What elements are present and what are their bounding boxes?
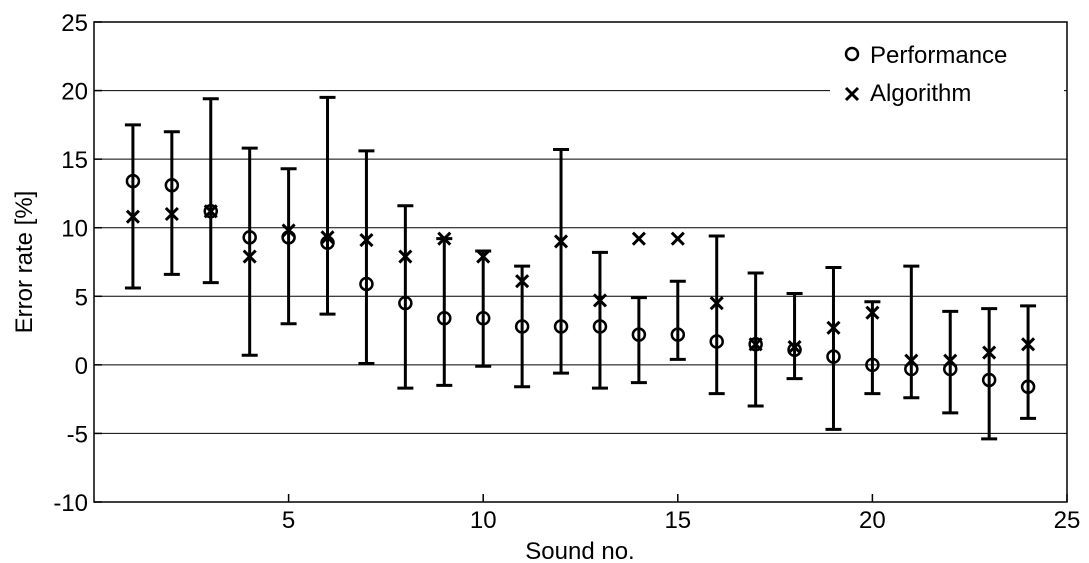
algorithm-point (1021, 337, 1036, 352)
algorithm-point (748, 337, 763, 352)
algorithm-point (670, 231, 685, 246)
algorithm-point (787, 339, 802, 355)
algorithm-point (631, 231, 646, 246)
algorithm-point (125, 209, 140, 224)
legend-performance-marker (844, 46, 860, 62)
error-bar (202, 97, 219, 285)
error-bar (786, 292, 803, 381)
legend-box (830, 34, 1064, 124)
gridlines (94, 90, 1067, 434)
error-bar (514, 264, 531, 389)
algorithm-point (203, 204, 218, 219)
error-bar (553, 148, 570, 375)
y-tick-label: 5 (75, 284, 88, 311)
performance-point (553, 319, 569, 334)
performance-point (203, 204, 219, 219)
legend-algorithm-label: Algorithm (870, 80, 971, 107)
algorithm-point (476, 249, 491, 264)
legend-algorithm-marker (844, 86, 860, 102)
performance-point (475, 310, 491, 326)
performance-point (942, 361, 958, 377)
error-bar (124, 123, 141, 290)
x-tick-label: 5 (282, 507, 295, 534)
performance-point (748, 337, 763, 352)
x-tick-label: 15 (664, 507, 691, 534)
y-tick-label: -5 (67, 421, 88, 448)
performance-point (164, 177, 180, 193)
algorithm-point (904, 353, 919, 368)
performance-point (670, 327, 686, 342)
performance-point (787, 342, 802, 358)
performance-point (981, 372, 997, 388)
algorithm-point (242, 249, 257, 264)
performance-point (826, 349, 841, 364)
error-bar (319, 95, 336, 316)
algorithm-point (865, 305, 880, 320)
error-bar (280, 167, 297, 326)
algorithm-point (515, 274, 530, 289)
error-bar (241, 146, 258, 357)
algorithm-point (826, 320, 841, 335)
error-bar (669, 279, 686, 361)
performance-point (437, 310, 452, 326)
axis-ticks: -10 -5 0 5 10 15 20 25 5 10 15 20 25 (53, 10, 1080, 534)
y-tick-label: 15 (61, 147, 88, 174)
legend: Performance Algorithm (844, 42, 1007, 107)
performance-point (242, 230, 257, 245)
error-bar (708, 234, 725, 396)
data-markers (125, 173, 1036, 395)
y-tick-label: 0 (75, 353, 88, 380)
performance-point (631, 327, 647, 342)
performance-point (1020, 379, 1036, 395)
y-tick-label: 10 (61, 216, 88, 243)
algorithm-point (320, 230, 335, 245)
error-bar (864, 300, 881, 396)
error-bar (475, 249, 492, 368)
algorithm-point (359, 232, 374, 248)
y-tick-label: 20 (61, 79, 88, 106)
error-bar (163, 130, 180, 276)
error-bar (825, 265, 842, 431)
error-bar (358, 149, 375, 365)
algorithm-point (398, 249, 413, 264)
plot-frame (93, 21, 1068, 503)
y-tick-label: -10 (53, 490, 88, 517)
algorithm-point (709, 296, 724, 311)
error-bars (124, 95, 1037, 441)
x-tick-label: 25 (1054, 507, 1081, 534)
algorithm-point (592, 293, 608, 308)
performance-point (359, 276, 374, 292)
x-tick-label: 20 (859, 507, 886, 534)
performance-point (592, 319, 608, 334)
x-tick-label: 10 (470, 507, 497, 534)
performance-point (709, 334, 724, 349)
algorithm-point (164, 206, 179, 222)
algorithm-point (281, 223, 296, 238)
performance-point (514, 319, 530, 334)
performance-point (865, 357, 880, 373)
error-bar (1020, 304, 1037, 420)
y-axis-title: Error rate [%] (11, 191, 38, 334)
performance-point (904, 361, 919, 377)
performance-point (125, 173, 141, 189)
y-tick-label: 25 (61, 10, 88, 37)
legend-performance-label: Performance (870, 42, 1007, 69)
algorithm-point (982, 345, 997, 360)
algorithm-point (943, 353, 958, 368)
algorithm-point (437, 231, 452, 246)
x-axis-title: Sound no. (525, 538, 634, 563)
algorithm-point (553, 234, 569, 249)
error-bar (903, 264, 920, 400)
performance-point (398, 295, 413, 311)
